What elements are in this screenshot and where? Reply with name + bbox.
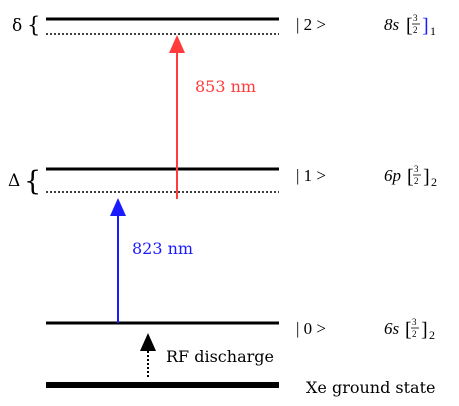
wavelength-823-label: 823 nm <box>132 239 193 258</box>
wavelength-853-label: 853 nm <box>195 77 256 96</box>
j-num-0: 3 <box>412 317 417 327</box>
rf-discharge-label: RF discharge <box>166 347 274 366</box>
delta-capital-symbol: Δ <box>8 171 20 191</box>
j-den-2: 2 <box>413 25 418 35</box>
ket-1-label: | 1 > <box>296 166 326 185</box>
ground-state-label: Xe ground state <box>306 378 435 397</box>
j-num-1: 3 <box>414 164 419 174</box>
subscript-0: 2 <box>429 328 435 342</box>
j-num-2: 3 <box>413 13 418 23</box>
bracket-close-2: ] <box>422 15 429 37</box>
bracket-open-2: [ <box>406 15 413 37</box>
ket-0-label: | 0 > <box>296 319 326 338</box>
j-den-0: 2 <box>412 329 417 339</box>
j-den-1: 2 <box>414 176 419 186</box>
config-1-label: 6p <box>384 166 401 185</box>
upper-detuning-brace: { <box>27 13 40 37</box>
delta-small-symbol: δ <box>12 16 22 36</box>
bracket-close-1: ] <box>423 166 430 188</box>
config-2-label: 8s <box>384 15 400 34</box>
subscript-1: 2 <box>431 175 437 189</box>
subscript-2: 1 <box>430 24 436 38</box>
bracket-open-0: [ <box>405 319 412 341</box>
bracket-open-1: [ <box>407 166 414 188</box>
lower-detuning-brace: { <box>24 166 41 197</box>
bracket-close-0: ] <box>421 319 428 341</box>
config-0-label: 6s <box>384 319 400 338</box>
ket-2-label: | 2 > <box>296 15 326 34</box>
